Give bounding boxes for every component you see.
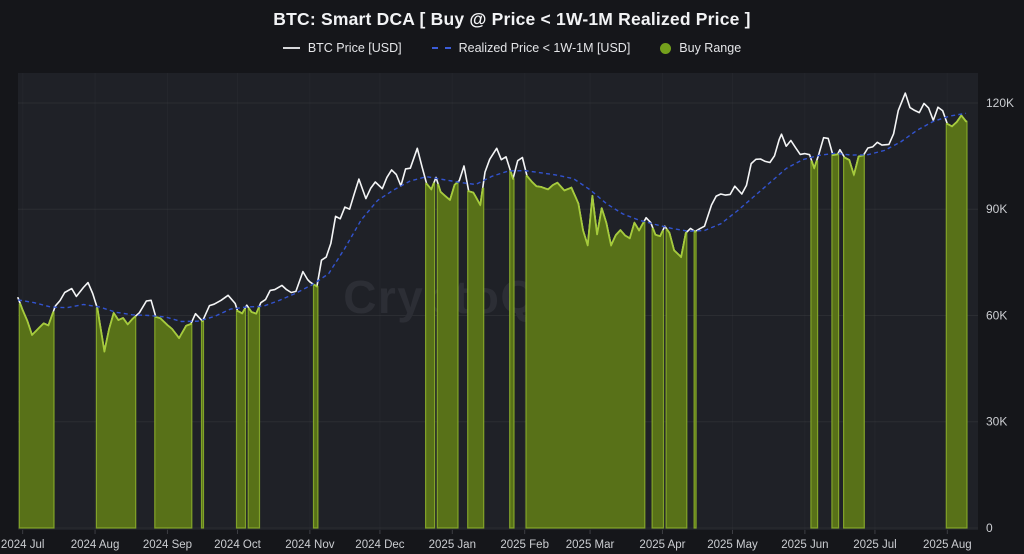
axis-labels: 0 30K 60K 90K 120K 2024 Jul 2024 Aug 2024 Sep 20…: [1, 96, 1014, 551]
buy-range-area: [247, 307, 261, 529]
buy-range-top-edge: [831, 153, 839, 156]
x-axis-label: 2025 Mar: [566, 539, 615, 551]
legend-item-buy-range[interactable]: Buy Range: [660, 41, 741, 55]
buy-range-top-edge: [843, 154, 865, 176]
dashed-line-swatch-icon: [431, 47, 451, 49]
buy-range-top-edge: [652, 227, 664, 238]
solid-line-swatch-icon: [282, 47, 300, 49]
x-axis-label: 2024 Dec: [355, 539, 404, 551]
buy-range-dot-icon: [660, 42, 672, 54]
x-axis-label: 2024 Sep: [143, 539, 192, 551]
legend: BTC Price [USD] Realized Price < 1W-1M […: [0, 41, 1024, 55]
legend-item-btc-price[interactable]: BTC Price [USD]: [282, 41, 402, 55]
chart-series: [17, 92, 968, 529]
buy-range-top-edge: [810, 160, 818, 170]
buy-range-area: [945, 114, 968, 529]
buy-range-top-edge: [467, 187, 484, 206]
legend-label: Realized Price < 1W-1M [USD]: [458, 41, 631, 55]
y-axis-label: 0: [986, 521, 993, 535]
buy-range-area: [200, 320, 205, 529]
x-axis-label: 2025 Aug: [923, 539, 972, 551]
buy-range-area: [425, 182, 436, 529]
x-axis-label: 2024 Aug: [71, 539, 120, 551]
x-axis-label: 2025 Feb: [500, 539, 549, 551]
x-axis-label: 2024 Jul: [1, 539, 44, 551]
buy-range-area: [665, 229, 688, 529]
buy-range-top-edge: [313, 284, 318, 288]
buy-range-top-edge: [96, 307, 136, 353]
buy-range-top-edge: [666, 228, 687, 258]
buy-range-area: [509, 170, 515, 529]
buy-range-area: [843, 154, 865, 529]
buy-range-area: [18, 303, 55, 529]
x-axis-label: 2024 Oct: [214, 539, 261, 551]
buy-range-area: [235, 308, 247, 529]
buy-range-top-edge: [154, 316, 192, 340]
x-axis-label: 2025 Jul: [853, 539, 896, 551]
x-axis-label: 2025 Jun: [781, 539, 828, 551]
buy-range-area: [810, 160, 819, 529]
buy-range-area: [831, 153, 840, 529]
y-axis-label: 30K: [986, 415, 1007, 429]
buy-range-area: [651, 228, 665, 529]
realized-price-line: [17, 112, 967, 323]
chart-title: BTC: Smart DCA [ Buy @ Price < 1W-1M Rea…: [273, 9, 751, 29]
buy-range-top-edge: [19, 303, 54, 336]
buy-range-top-edge: [946, 114, 967, 128]
buy-range-top-edge: [509, 170, 514, 180]
legend-label: Buy Range: [679, 41, 742, 55]
buy-range-top-edge: [526, 175, 645, 247]
y-axis-label: 120K: [986, 96, 1014, 110]
buy-range-top-edge: [236, 308, 246, 315]
buy-range-top-edge: [248, 307, 260, 315]
buy-range-area: [154, 316, 193, 529]
buy-range-area: [312, 284, 319, 529]
buy-range-area: [693, 231, 697, 529]
legend-item-realized-price[interactable]: Realized Price < 1W-1M [USD]: [431, 41, 631, 55]
y-axis-label: 60K: [986, 308, 1007, 322]
buy-range-area: [467, 187, 485, 529]
y-axis-label: 90K: [986, 202, 1007, 216]
x-axis-label: 2025 Apr: [639, 539, 685, 551]
x-axis-label: 2024 Nov: [285, 539, 334, 551]
x-axis-label: 2025 Jan: [429, 539, 476, 551]
buy-range-area: [436, 182, 459, 529]
x-axis-label: 2025 May: [707, 539, 758, 551]
buy-range-top-edge: [425, 182, 435, 191]
legend-label: BTC Price [USD]: [307, 41, 402, 55]
buy-range-top-edge: [437, 181, 458, 201]
